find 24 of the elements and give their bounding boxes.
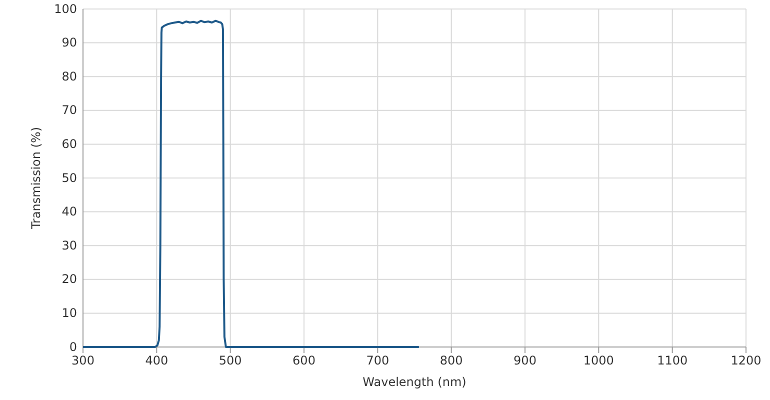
x-tick-label: 1000	[583, 354, 614, 368]
y-tick-label: 0	[69, 340, 77, 354]
x-tick-label: 700	[366, 354, 390, 368]
y-tick-label: 60	[62, 137, 77, 152]
x-tick-label: 600	[292, 354, 316, 368]
x-tick-label: 500	[218, 354, 242, 368]
x-axis-title: Wavelength (nm)	[362, 375, 466, 389]
x-tick-label: 800	[440, 354, 463, 368]
y-tick-label: 100	[54, 2, 77, 16]
y-tick-label: 50	[62, 170, 77, 185]
y-tick-label: 10	[62, 306, 77, 320]
line-series	[82, 20, 420, 348]
x-tick-label: 400	[145, 354, 168, 368]
y-tick-label: 30	[62, 238, 77, 252]
y-tick-label: 20	[62, 272, 77, 286]
y-tick-label: 40	[62, 204, 77, 219]
x-tick-label: 900	[514, 354, 536, 368]
y-tick-label: 70	[62, 103, 77, 118]
y-tick-label: 90	[62, 36, 77, 50]
x-tick-label: 300	[72, 354, 94, 368]
y-axis-title: Transmission (%)	[29, 126, 43, 230]
x-tick-label: 1200	[730, 354, 762, 368]
x-tick-label: 1100	[657, 354, 688, 368]
y-tick-label: 80	[62, 69, 77, 84]
